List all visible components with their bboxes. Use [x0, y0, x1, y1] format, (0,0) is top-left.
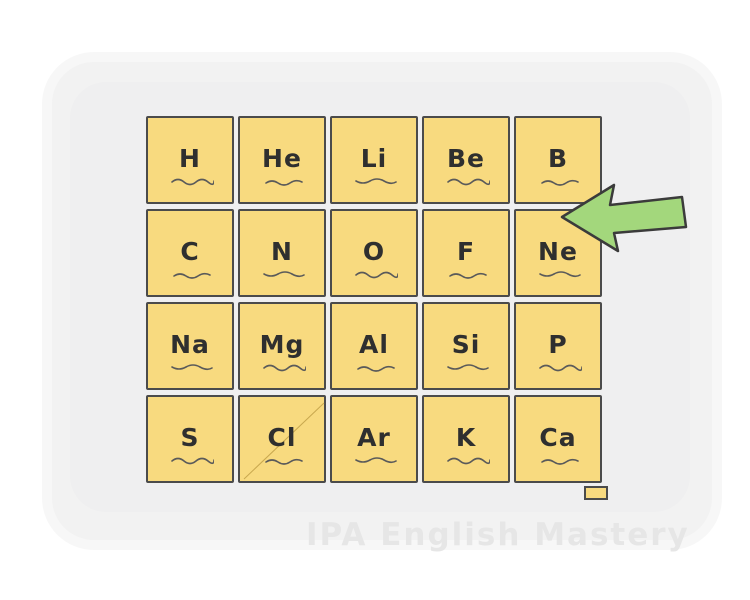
element-symbol: Na [170, 330, 210, 359]
element-tile-c: C [146, 209, 234, 297]
element-tile-mg: Mg [238, 302, 326, 390]
element-symbol: Ar [357, 423, 391, 452]
squiggle-underline-icon [265, 458, 303, 465]
element-symbol: O [362, 237, 386, 266]
element-symbol: N [271, 237, 293, 266]
element-symbol: Li [360, 144, 388, 173]
squiggle-underline-icon [355, 271, 398, 279]
element-tile-he: He [238, 116, 326, 204]
element-symbol: Al [359, 330, 389, 359]
element-symbol: B [547, 144, 569, 173]
element-symbol: H [179, 144, 201, 173]
squiggle-underline-icon [539, 271, 581, 278]
squiggle-underline-icon [173, 272, 211, 279]
element-tile-cl: Cl [238, 395, 326, 483]
fold-line [243, 402, 325, 480]
squiggle-underline-icon [357, 365, 395, 372]
squiggle-underline-icon [263, 271, 305, 278]
element-symbol: Cl [267, 423, 297, 452]
element-tile-n: N [238, 209, 326, 297]
element-tile-k: K [422, 395, 510, 483]
element-symbol: He [262, 144, 302, 173]
element-tile-h: H [146, 116, 234, 204]
element-tile-si: Si [422, 302, 510, 390]
element-symbol: Be [446, 144, 485, 173]
element-tile-s: S [146, 395, 234, 483]
element-symbol: Ne [538, 237, 578, 266]
element-symbol: K [455, 423, 477, 452]
element-tile-be: Be [422, 116, 510, 204]
element-symbol: Mg [259, 330, 305, 359]
element-tile-o: O [330, 209, 418, 297]
arrow-left-icon [560, 183, 688, 253]
squiggle-underline-icon [447, 457, 490, 465]
squiggle-underline-icon [171, 364, 213, 371]
element-tile-ne: Ne [514, 209, 602, 297]
squiggle-underline-icon [171, 457, 214, 465]
element-symbol: C [180, 237, 200, 266]
torn-corner-patch [584, 486, 608, 500]
element-symbol: Ca [539, 423, 577, 452]
element-tile-b: B [514, 116, 602, 204]
element-tile-f: F [422, 209, 510, 297]
squiggle-underline-icon [171, 178, 214, 186]
periodic-table-grid: H He Li Be B C N O F Ne Na Mg Al Si P S Cl Ar K Ca [146, 116, 608, 484]
element-tile-ca: Ca [514, 395, 602, 483]
element-symbol: Si [451, 330, 481, 359]
squiggle-underline-icon [449, 272, 487, 279]
squiggle-underline-icon [265, 179, 303, 186]
element-tile-li: Li [330, 116, 418, 204]
squiggle-underline-icon [447, 178, 490, 186]
squiggle-underline-icon [541, 458, 579, 465]
squiggle-underline-icon [355, 457, 397, 464]
element-tile-al: Al [330, 302, 418, 390]
element-symbol: P [548, 330, 568, 359]
element-symbol: S [180, 423, 200, 452]
squiggle-underline-icon [263, 364, 306, 372]
squiggle-underline-icon [355, 178, 397, 185]
element-tile-p: P [514, 302, 602, 390]
squiggle-underline-icon [541, 179, 579, 186]
squiggle-underline-icon [539, 364, 582, 372]
squiggle-underline-icon [447, 364, 489, 371]
element-tile-na: Na [146, 302, 234, 390]
watermark-text: IPA English Mastery [306, 517, 690, 553]
element-symbol: F [456, 237, 476, 266]
element-tile-ar: Ar [330, 395, 418, 483]
